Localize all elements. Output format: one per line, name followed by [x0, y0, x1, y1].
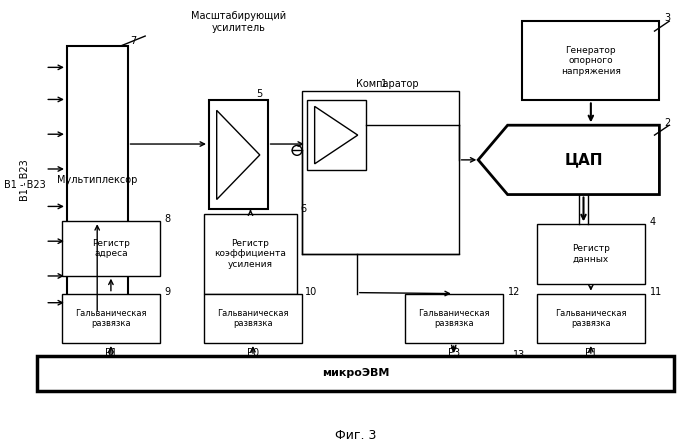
Text: 8: 8 [165, 215, 171, 224]
Bar [522, 21, 659, 101]
Text: 3: 3 [664, 13, 670, 23]
Bar [67, 46, 127, 313]
Text: 11: 11 [649, 287, 662, 297]
Bar [537, 224, 644, 284]
Polygon shape [478, 125, 659, 194]
Text: Генератор
опорного
напряжения: Генератор опорного напряжения [561, 46, 621, 76]
Text: В1 - В23: В1 - В23 [20, 159, 30, 201]
Bar [307, 101, 366, 170]
Bar [38, 356, 674, 391]
Text: Компаратор: Компаратор [356, 79, 419, 89]
Text: 13: 13 [512, 350, 525, 360]
Text: Мультиплексор: Мультиплексор [57, 175, 138, 185]
Text: Масштабирующий
усилитель: Масштабирующий усилитель [191, 11, 286, 33]
Text: Р3: Р3 [447, 348, 460, 358]
Text: Фиг. 3: Фиг. 3 [335, 429, 377, 442]
Text: 4: 4 [649, 217, 656, 228]
Text: 5: 5 [256, 89, 262, 98]
Text: 2: 2 [664, 118, 670, 128]
Text: микроЭВМ: микроЭВМ [322, 368, 389, 378]
Text: Р0: Р0 [247, 348, 259, 358]
Text: 12: 12 [507, 287, 520, 297]
Text: Регистр
адреса: Регистр адреса [92, 239, 130, 258]
Text: 7: 7 [131, 36, 137, 46]
Text: 9: 9 [165, 287, 171, 297]
Text: Р1: Р1 [585, 348, 597, 358]
Bar [62, 294, 160, 343]
Bar [537, 294, 644, 343]
Bar [209, 101, 268, 209]
Text: ЦАП: ЦАП [564, 152, 603, 167]
Text: В1 - В23: В1 - В23 [3, 180, 45, 190]
Bar [204, 294, 302, 343]
Text: Регистр
коэффициента
усиления: Регистр коэффициента усиления [215, 239, 287, 269]
Bar [405, 294, 503, 343]
Bar [302, 91, 459, 254]
Text: 10: 10 [305, 287, 317, 297]
Text: Гальваническая
развязка: Гальваническая развязка [75, 309, 147, 328]
Text: Гальваническая
развязка: Гальваническая развязка [555, 309, 626, 328]
Text: 1: 1 [381, 79, 387, 89]
Text: 6: 6 [300, 204, 306, 215]
Text: Регистр
данных: Регистр данных [572, 244, 610, 264]
Text: Гальваническая
развязка: Гальваническая развязка [418, 309, 489, 328]
Text: Гальваническая
развязка: Гальваническая развязка [217, 309, 289, 328]
Bar [204, 215, 297, 294]
Bar [62, 221, 160, 276]
Text: Р1: Р1 [105, 348, 117, 358]
